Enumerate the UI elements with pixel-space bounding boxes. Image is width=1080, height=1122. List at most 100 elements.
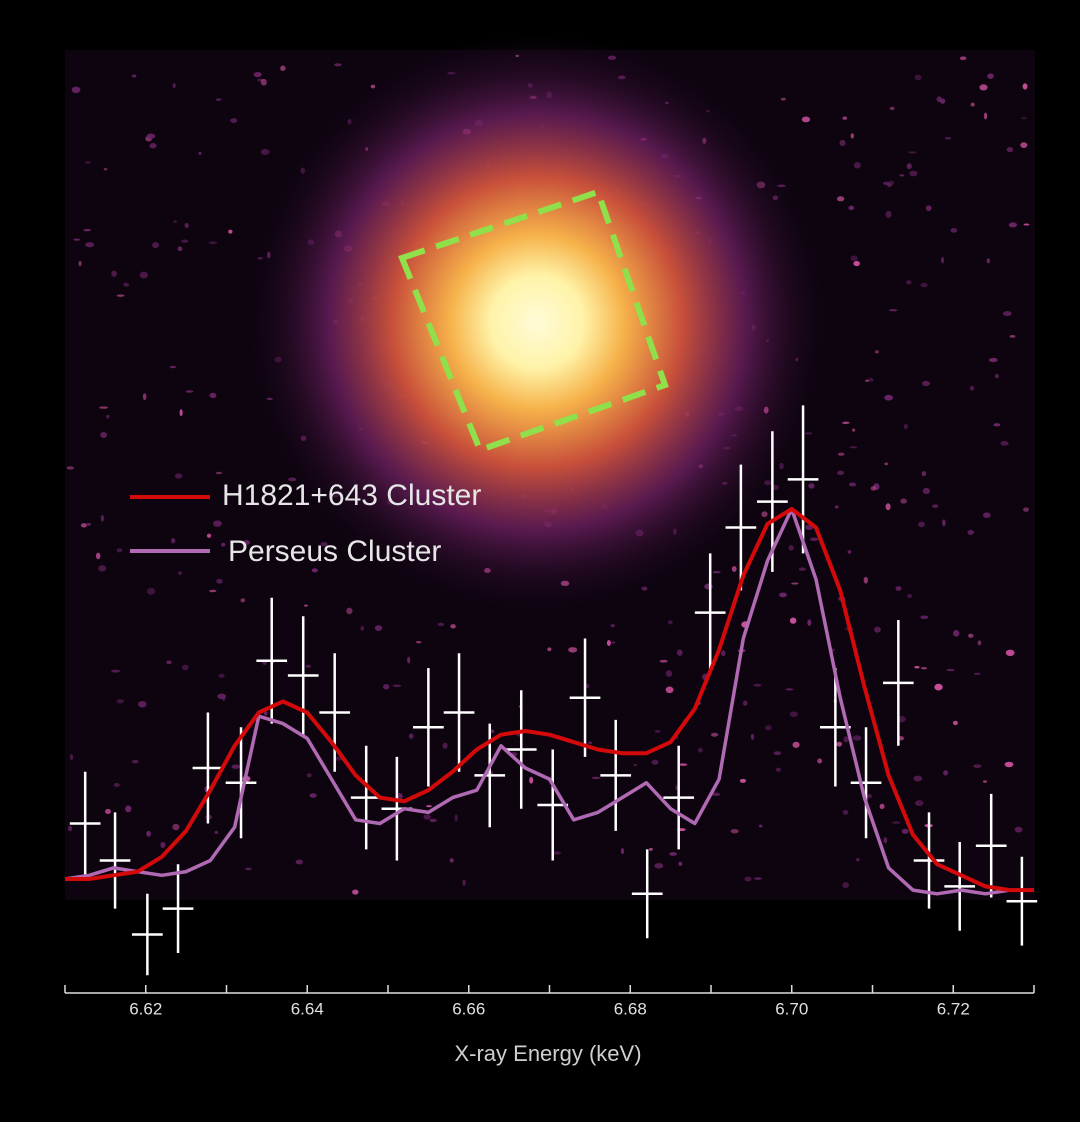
noise-speck bbox=[879, 803, 885, 809]
noise-speck bbox=[139, 271, 148, 279]
noise-speck bbox=[80, 523, 87, 528]
noise-speck bbox=[100, 432, 108, 439]
noise-speck bbox=[146, 830, 151, 837]
noise-speck bbox=[100, 514, 104, 522]
noise-speck bbox=[870, 486, 877, 491]
noise-speck bbox=[116, 548, 123, 553]
noise-speck bbox=[1006, 147, 1014, 153]
noise-speck bbox=[84, 161, 92, 164]
noise-speck bbox=[983, 512, 991, 518]
noise-speck bbox=[149, 143, 157, 149]
noise-speck bbox=[222, 694, 226, 702]
noise-speck bbox=[900, 498, 907, 504]
noise-speck bbox=[1023, 507, 1029, 512]
noise-speck bbox=[884, 394, 894, 401]
noise-speck bbox=[408, 733, 414, 739]
noise-speck bbox=[848, 482, 857, 487]
legend-label: Perseus Cluster bbox=[228, 535, 441, 568]
noise-speck bbox=[172, 823, 180, 831]
legend-label: H1821+643 Cluster bbox=[222, 479, 481, 512]
noise-speck bbox=[884, 462, 889, 466]
noise-speck bbox=[836, 741, 843, 747]
plot bbox=[64, 405, 1038, 976]
noise-speck bbox=[920, 667, 928, 670]
noise-speck bbox=[620, 848, 625, 855]
noise-speck bbox=[754, 877, 762, 880]
noise-speck bbox=[676, 649, 683, 656]
noise-speck bbox=[123, 282, 130, 287]
noise-speck bbox=[739, 778, 747, 783]
noise-speck bbox=[901, 828, 909, 834]
noise-speck bbox=[69, 754, 74, 760]
noise-speck bbox=[181, 239, 189, 243]
noise-speck bbox=[853, 162, 861, 169]
noise-speck bbox=[809, 537, 819, 541]
noise-speck bbox=[306, 773, 312, 778]
noise-speck bbox=[850, 255, 858, 262]
noise-speck bbox=[946, 668, 955, 672]
noise-speck bbox=[842, 882, 850, 889]
noise-speck bbox=[940, 256, 945, 264]
noise-speck bbox=[678, 763, 688, 766]
noise-speck bbox=[918, 521, 925, 528]
noise-speck bbox=[988, 357, 998, 363]
noise-speck bbox=[654, 729, 661, 733]
noise-speck bbox=[1005, 649, 1015, 657]
noise-speck bbox=[111, 669, 121, 673]
noise-speck bbox=[230, 118, 238, 123]
noise-speck bbox=[922, 380, 930, 387]
noise-speck bbox=[166, 660, 172, 665]
noise-speck bbox=[848, 205, 855, 211]
noise-speck bbox=[215, 471, 223, 475]
noise-speck bbox=[103, 167, 108, 171]
noise-speck bbox=[242, 540, 251, 545]
noise-speck bbox=[360, 625, 365, 631]
noise-speck bbox=[765, 725, 772, 731]
noise-speck bbox=[346, 607, 353, 615]
x-tick-label: 6.62 bbox=[129, 999, 162, 1018]
noise-speck bbox=[798, 567, 806, 571]
noise-speck bbox=[905, 280, 912, 285]
noise-speck bbox=[160, 841, 166, 848]
noise-speck bbox=[1000, 440, 1009, 446]
noise-speck bbox=[834, 505, 839, 509]
noise-speck bbox=[983, 112, 988, 120]
noise-speck bbox=[67, 825, 73, 832]
noise-speck bbox=[837, 452, 845, 456]
noise-speck bbox=[914, 74, 922, 81]
noise-speck bbox=[1020, 142, 1028, 149]
noise-speck bbox=[311, 568, 318, 573]
noise-speck bbox=[240, 598, 246, 603]
noise-speck bbox=[868, 377, 874, 382]
noise-speck bbox=[172, 83, 176, 88]
noise-speck bbox=[1004, 761, 1014, 768]
cluster-glow bbox=[247, 32, 827, 612]
noise-speck bbox=[914, 665, 920, 669]
noise-speck bbox=[449, 858, 454, 863]
noise-speck bbox=[773, 751, 782, 756]
noise-speck bbox=[899, 174, 905, 177]
x-axis-title: X-ray Energy (keV) bbox=[454, 1041, 641, 1066]
noise-speck bbox=[152, 242, 159, 249]
noise-speck bbox=[529, 776, 534, 784]
noise-speck bbox=[174, 473, 183, 479]
noise-speck bbox=[280, 65, 286, 71]
noise-speck bbox=[952, 720, 958, 726]
noise-speck bbox=[654, 863, 664, 869]
noise-speck bbox=[889, 106, 895, 111]
noise-speck bbox=[423, 814, 431, 820]
noise-speck bbox=[885, 210, 892, 218]
noise-speck bbox=[131, 74, 137, 78]
x-tick-label: 6.72 bbox=[937, 999, 970, 1018]
noise-speck bbox=[304, 604, 308, 607]
noise-speck bbox=[843, 736, 849, 743]
noise-speck bbox=[742, 700, 748, 706]
series-line bbox=[64, 507, 1034, 896]
noise-speck bbox=[651, 759, 659, 765]
noise-speck bbox=[85, 242, 95, 248]
noise-speck bbox=[169, 365, 177, 369]
noise-speck bbox=[874, 350, 879, 354]
noise-speck bbox=[710, 732, 719, 737]
noise-speck bbox=[1022, 83, 1028, 90]
